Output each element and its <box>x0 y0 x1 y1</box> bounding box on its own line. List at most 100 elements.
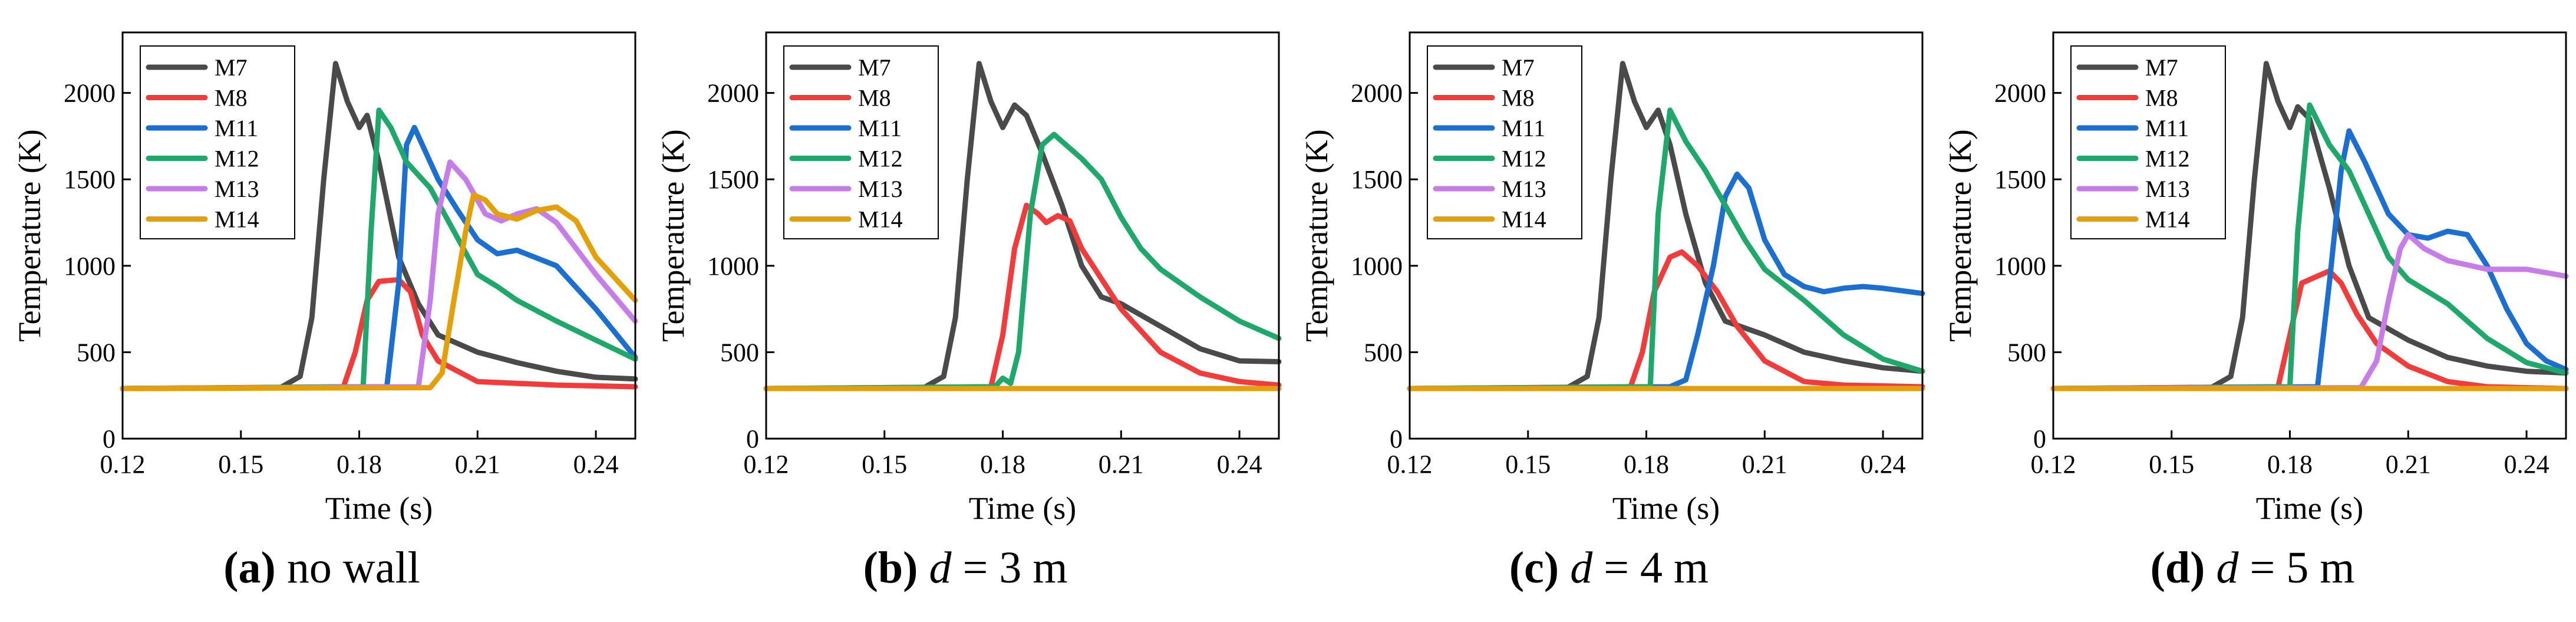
x-axis-label: Time (s) <box>325 491 433 526</box>
chart-svg: 0.12 0.15 0.18 0.21 0.24 0 500 1000 1500 2000 Time… <box>12 31 638 526</box>
legend-label-m13: M13 <box>215 176 259 202</box>
caption-variable: d <box>1570 543 1593 593</box>
series-line-m8 <box>1407 249 1925 391</box>
caption-value: = 4 m <box>1592 543 1709 593</box>
y-axis-label: Temperature (K) <box>1299 129 1334 342</box>
x-tick-label: 0.18 <box>337 450 382 479</box>
x-tick-label: 0.24 <box>573 450 619 479</box>
legend-label-m7: M7 <box>858 54 891 81</box>
y-tick-label: 1000 <box>1351 252 1403 281</box>
legend-box <box>1427 45 1582 239</box>
legend-label-m13: M13 <box>858 176 903 202</box>
legend-label-m13: M13 <box>2145 176 2190 202</box>
x-tick-label: 0.24 <box>1861 450 1906 479</box>
series-line-m7 <box>763 61 1282 391</box>
x-tick-label: 0.12 <box>100 450 146 479</box>
legend: M7 M8 M11 M12 M13 M14 <box>783 45 939 239</box>
legend-label-m8: M8 <box>2145 85 2178 111</box>
y-tick-label: 2000 <box>1994 79 2046 108</box>
legend-label-m14: M14 <box>2145 206 2190 233</box>
chart-panel: 0.12 0.15 0.18 0.21 0.24 0 500 1000 1500 2000 Time… <box>1931 0 2574 622</box>
chart-panel: 0.12 0.15 0.18 0.21 0.24 0 500 1000 1500 2000 Time… <box>1287 0 1931 622</box>
x-axis-label: Time (s) <box>969 491 1077 526</box>
y-axis-label: Temperature (K) <box>1942 129 1978 342</box>
plot-frame <box>2052 31 2567 440</box>
chart-svg: 0.12 0.15 0.18 0.21 0.24 0 500 1000 1500 2000 Time… <box>1942 31 2569 526</box>
legend-label-m11: M11 <box>1502 115 1545 141</box>
series-line-m12 <box>120 107 638 391</box>
legend-label-m12: M12 <box>2145 146 2190 172</box>
series-line-m8 <box>763 202 1282 391</box>
series-line-m7 <box>1407 61 1925 391</box>
series-line-m8 <box>120 277 638 391</box>
series-line-m11 <box>2050 128 2569 391</box>
legend-box <box>140 45 295 239</box>
series-line-m13 <box>120 159 638 391</box>
y-tick-label: 0 <box>103 424 116 453</box>
x-tick-label: 0.12 <box>1387 450 1433 479</box>
y-tick-label: 1000 <box>707 252 759 281</box>
legend: M7 M8 M11 M12 M13 M14 <box>2070 45 2226 239</box>
plot-frame <box>121 31 636 440</box>
series-line-m7 <box>2050 61 2569 391</box>
legend-label-m8: M8 <box>858 85 891 111</box>
y-tick-label: 2000 <box>707 79 759 108</box>
x-tick-label: 0.15 <box>862 450 907 479</box>
caption-variable: d <box>929 543 952 593</box>
legend: M7 M8 M11 M12 M13 M14 <box>140 45 295 239</box>
panel-caption: (b) d = 3 m <box>644 542 1287 594</box>
legend-label-m7: M7 <box>215 54 248 81</box>
panel-label: (c) <box>1509 543 1559 593</box>
y-tick-label: 500 <box>1364 338 1403 367</box>
series-line-m12 <box>763 131 1282 391</box>
y-tick-label: 0 <box>2033 424 2046 453</box>
panel-caption: (d) d = 5 m <box>1931 542 2574 594</box>
chart-svg: 0.12 0.15 0.18 0.21 0.24 0 500 1000 1500 2000 Time… <box>655 31 1282 526</box>
legend-label-m11: M11 <box>858 115 902 141</box>
x-tick-label: 0.15 <box>1505 450 1551 479</box>
chart-panel: 0.12 0.15 0.18 0.21 0.24 0 500 1000 1500 2000 Time… <box>644 0 1287 622</box>
x-axis-label: Time (s) <box>1612 491 1720 526</box>
legend-label-m7: M7 <box>1502 54 1535 81</box>
panel-label: (b) <box>863 543 918 593</box>
panel-label: (d) <box>2150 543 2205 593</box>
legend-label-m12: M12 <box>1502 146 1546 172</box>
legend-label-m14: M14 <box>1502 206 1546 233</box>
x-tick-label: 0.21 <box>455 450 500 479</box>
y-tick-label: 0 <box>1390 424 1403 453</box>
caption-variable: d <box>2216 543 2239 593</box>
x-tick-label: 0.21 <box>1099 450 1144 479</box>
series-line-m8 <box>2050 268 2569 391</box>
y-tick-label: 1500 <box>707 165 759 194</box>
series-line-m14 <box>120 192 638 391</box>
legend: M7 M8 M11 M12 M13 M14 <box>1427 45 1582 239</box>
y-tick-label: 0 <box>746 424 759 453</box>
x-tick-label: 0.12 <box>2031 450 2076 479</box>
x-tick-label: 0.24 <box>2504 450 2549 479</box>
y-tick-label: 2000 <box>1351 79 1403 108</box>
x-tick-label: 0.18 <box>980 450 1025 479</box>
x-tick-label: 0.15 <box>218 450 263 479</box>
y-axis-label: Temperature (K) <box>655 129 691 342</box>
y-tick-label: 2000 <box>64 79 116 108</box>
series-line-m7 <box>120 61 638 391</box>
y-tick-label: 1500 <box>64 165 116 194</box>
y-tick-label: 1000 <box>1994 252 2046 281</box>
series-line-m11 <box>1407 171 1925 391</box>
x-tick-label: 0.24 <box>1217 450 1262 479</box>
plot-frame <box>1409 31 1924 440</box>
legend-box <box>783 45 939 239</box>
legend-label-m11: M11 <box>215 115 258 141</box>
legend-label-m14: M14 <box>858 206 903 233</box>
caption-value: = 5 m <box>2238 543 2355 593</box>
y-tick-label: 500 <box>77 338 116 367</box>
x-tick-label: 0.12 <box>744 450 789 479</box>
y-tick-label: 500 <box>2007 338 2046 367</box>
y-tick-label: 500 <box>720 338 759 367</box>
legend-label-m11: M11 <box>2145 115 2189 141</box>
y-tick-label: 1500 <box>1994 165 2046 194</box>
x-tick-label: 0.18 <box>2267 450 2313 479</box>
y-tick-label: 1000 <box>64 252 116 281</box>
plot-frame <box>765 31 1280 440</box>
x-tick-label: 0.21 <box>1742 450 1787 479</box>
